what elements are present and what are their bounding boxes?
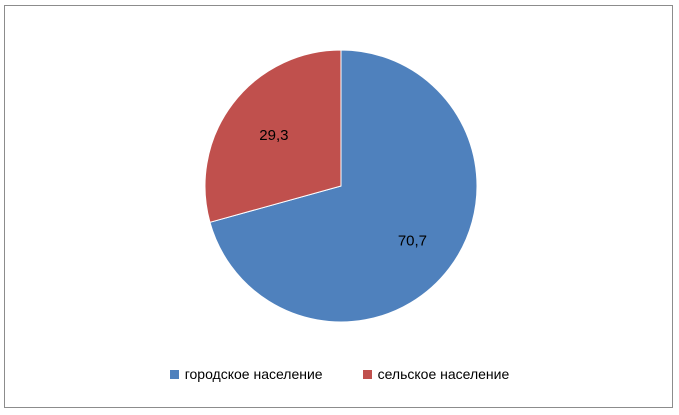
legend: городское население сельское население: [0, 366, 679, 382]
legend-label-rural: сельское население: [377, 366, 510, 382]
pie-slice-urban: [209, 49, 478, 323]
pie-chart: 70,7 29,3: [204, 49, 478, 323]
pie-slice-rural: [204, 49, 342, 223]
data-label-urban: 70,7: [398, 232, 427, 249]
data-label-rural: 29,3: [259, 127, 288, 144]
legend-swatch-rural: [362, 369, 372, 379]
chart-frame: 70,7 29,3: [4, 5, 673, 408]
legend-label-urban: городское население: [184, 366, 323, 382]
legend-swatch-urban: [169, 369, 179, 379]
legend-item-urban: городское население: [169, 366, 323, 382]
legend-item-rural: сельское население: [362, 366, 510, 382]
